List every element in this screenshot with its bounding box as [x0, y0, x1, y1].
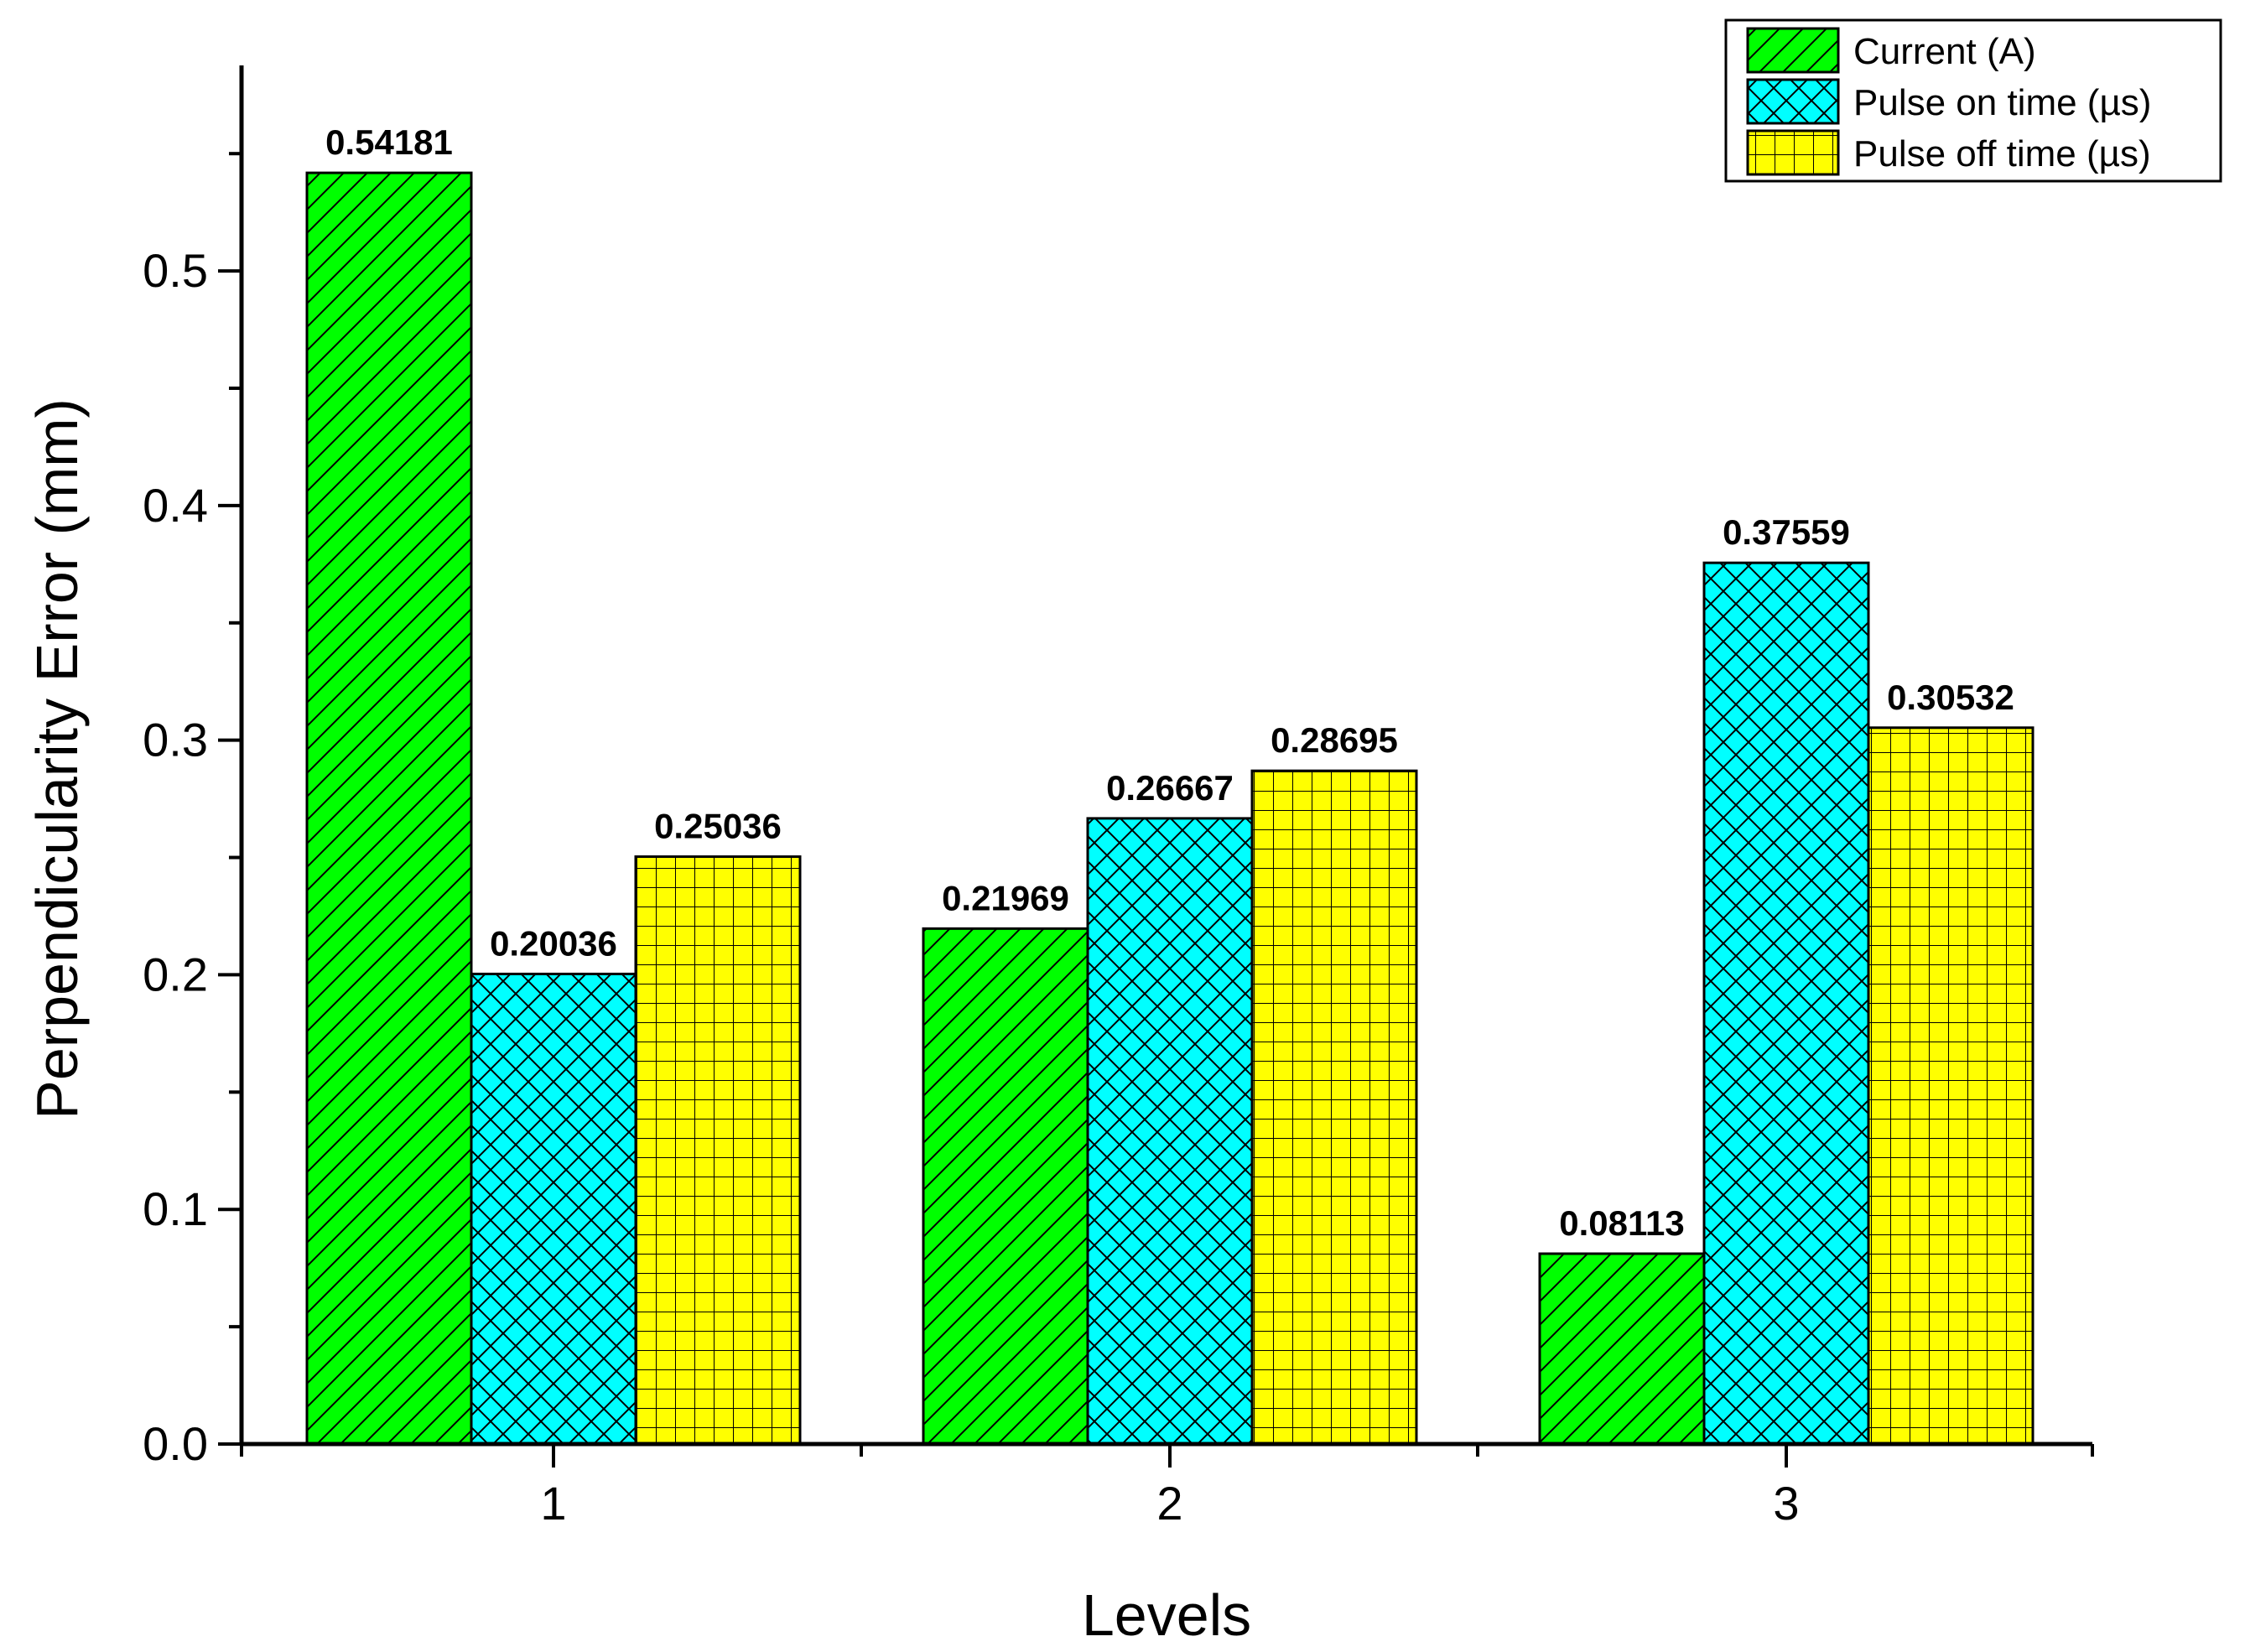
- data-labels-layer: 0.54181 0.21969 0.08113 0.20036 0.26667 0.375…: [325, 122, 2014, 1243]
- x-tick-label: 3: [1773, 1477, 1799, 1530]
- bar: [1867, 726, 2035, 1446]
- bar: [634, 855, 802, 1446]
- y-tick-label: 0.1: [143, 1182, 208, 1235]
- bar: [470, 972, 637, 1446]
- y-tick-label: 0.5: [143, 244, 208, 297]
- legend-label: Current (A): [1853, 31, 2036, 72]
- x-axis: 1 2 3: [240, 1442, 2094, 1530]
- bar-data-label: 0.21969: [942, 878, 1069, 917]
- bar: [1086, 817, 1254, 1446]
- legend-label: Pulse on time (µs): [1853, 82, 2151, 123]
- bar: [305, 171, 473, 1446]
- bar-data-label: 0.25036: [654, 807, 782, 846]
- y-tick-label: 0.4: [143, 479, 208, 532]
- legend-swatch: [1746, 129, 1840, 176]
- y-tick-label: 0.2: [143, 948, 208, 1000]
- bar: [1250, 769, 1418, 1446]
- legend-swatch: [1746, 27, 1840, 74]
- y-tick-label: 0.0: [143, 1417, 208, 1470]
- bar-data-label: 0.26667: [1106, 768, 1234, 808]
- legend: Current (A) Pulse on time (µs) Pulse off t…: [1724, 18, 2222, 183]
- legend-label: Pulse off time (µs): [1853, 133, 2151, 174]
- bar: [1538, 1252, 1706, 1446]
- bar-data-label: 0.20036: [490, 923, 617, 963]
- bar-data-label: 0.08113: [1559, 1203, 1685, 1243]
- bars-layer: [305, 171, 2035, 1446]
- bar: [1702, 561, 1870, 1446]
- y-axis: 0.0 0.1 0.2 0.3 0.4 0.5: [143, 65, 244, 1470]
- legend-swatch: [1746, 78, 1840, 125]
- y-ticks: 0.0 0.1 0.2 0.3 0.4 0.5: [143, 152, 242, 1470]
- bar-data-label: 0.30532: [1887, 678, 2014, 717]
- bar-data-label: 0.37559: [1723, 512, 1850, 552]
- y-axis-title: Perpendicularity Error (mm): [24, 398, 90, 1120]
- legend-items: Current (A) Pulse on time (µs) Pulse off t…: [1746, 27, 2151, 176]
- x-axis-title: Levels: [1082, 1582, 1251, 1648]
- x-tick-label: 1: [540, 1477, 566, 1530]
- y-tick-label: 0.3: [143, 714, 208, 766]
- bar-data-label: 0.28695: [1271, 720, 1398, 760]
- x-tick-label: 2: [1156, 1477, 1182, 1530]
- x-ticks: 1 2 3: [240, 1444, 2094, 1530]
- bar-data-label: 0.54181: [325, 122, 453, 162]
- bar: [922, 927, 1089, 1446]
